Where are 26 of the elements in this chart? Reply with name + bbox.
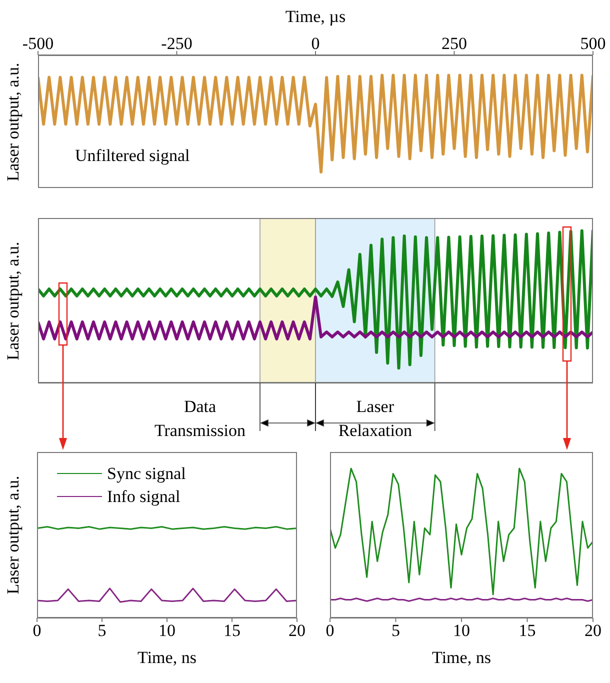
annotation: Unfiltered signal: [75, 146, 190, 166]
x-tick-label: 10: [453, 621, 470, 640]
x-tick-label: 20: [288, 621, 306, 640]
legend-label: Sync signal: [107, 464, 186, 484]
x-tick-label: 0: [326, 621, 334, 640]
x-tick-label: 500: [580, 34, 606, 53]
y-axis-title: Laser output, a.u.: [3, 476, 23, 594]
x-tick-label: 0: [311, 34, 320, 53]
x-axis-title: Time, µs: [285, 7, 346, 26]
x-tick-label: -500: [22, 34, 54, 53]
x-tick-label: 5: [392, 621, 400, 640]
text: Data Transmission: [153, 396, 246, 442]
x-axis-title: Time, ns: [138, 648, 196, 667]
x-tick-label: 15: [224, 621, 240, 640]
x-tick-label: 0: [32, 621, 42, 640]
y-axis-title: Laser output, a.u.: [3, 62, 23, 181]
x-tick-label: 5: [98, 621, 106, 640]
y-axis-title: Laser output, a.u.: [3, 241, 23, 360]
x-axis-title: Time, ns: [432, 648, 491, 667]
x-tick-label: 15: [518, 621, 536, 640]
x-tick-label: -250: [161, 34, 192, 53]
x-tick-label: 10: [158, 621, 176, 640]
text: Laser Relaxation: [337, 396, 413, 442]
x-tick-label: 20: [584, 621, 602, 640]
x-tick-label: 250: [442, 34, 467, 53]
legend-label: Info signal: [107, 486, 180, 506]
